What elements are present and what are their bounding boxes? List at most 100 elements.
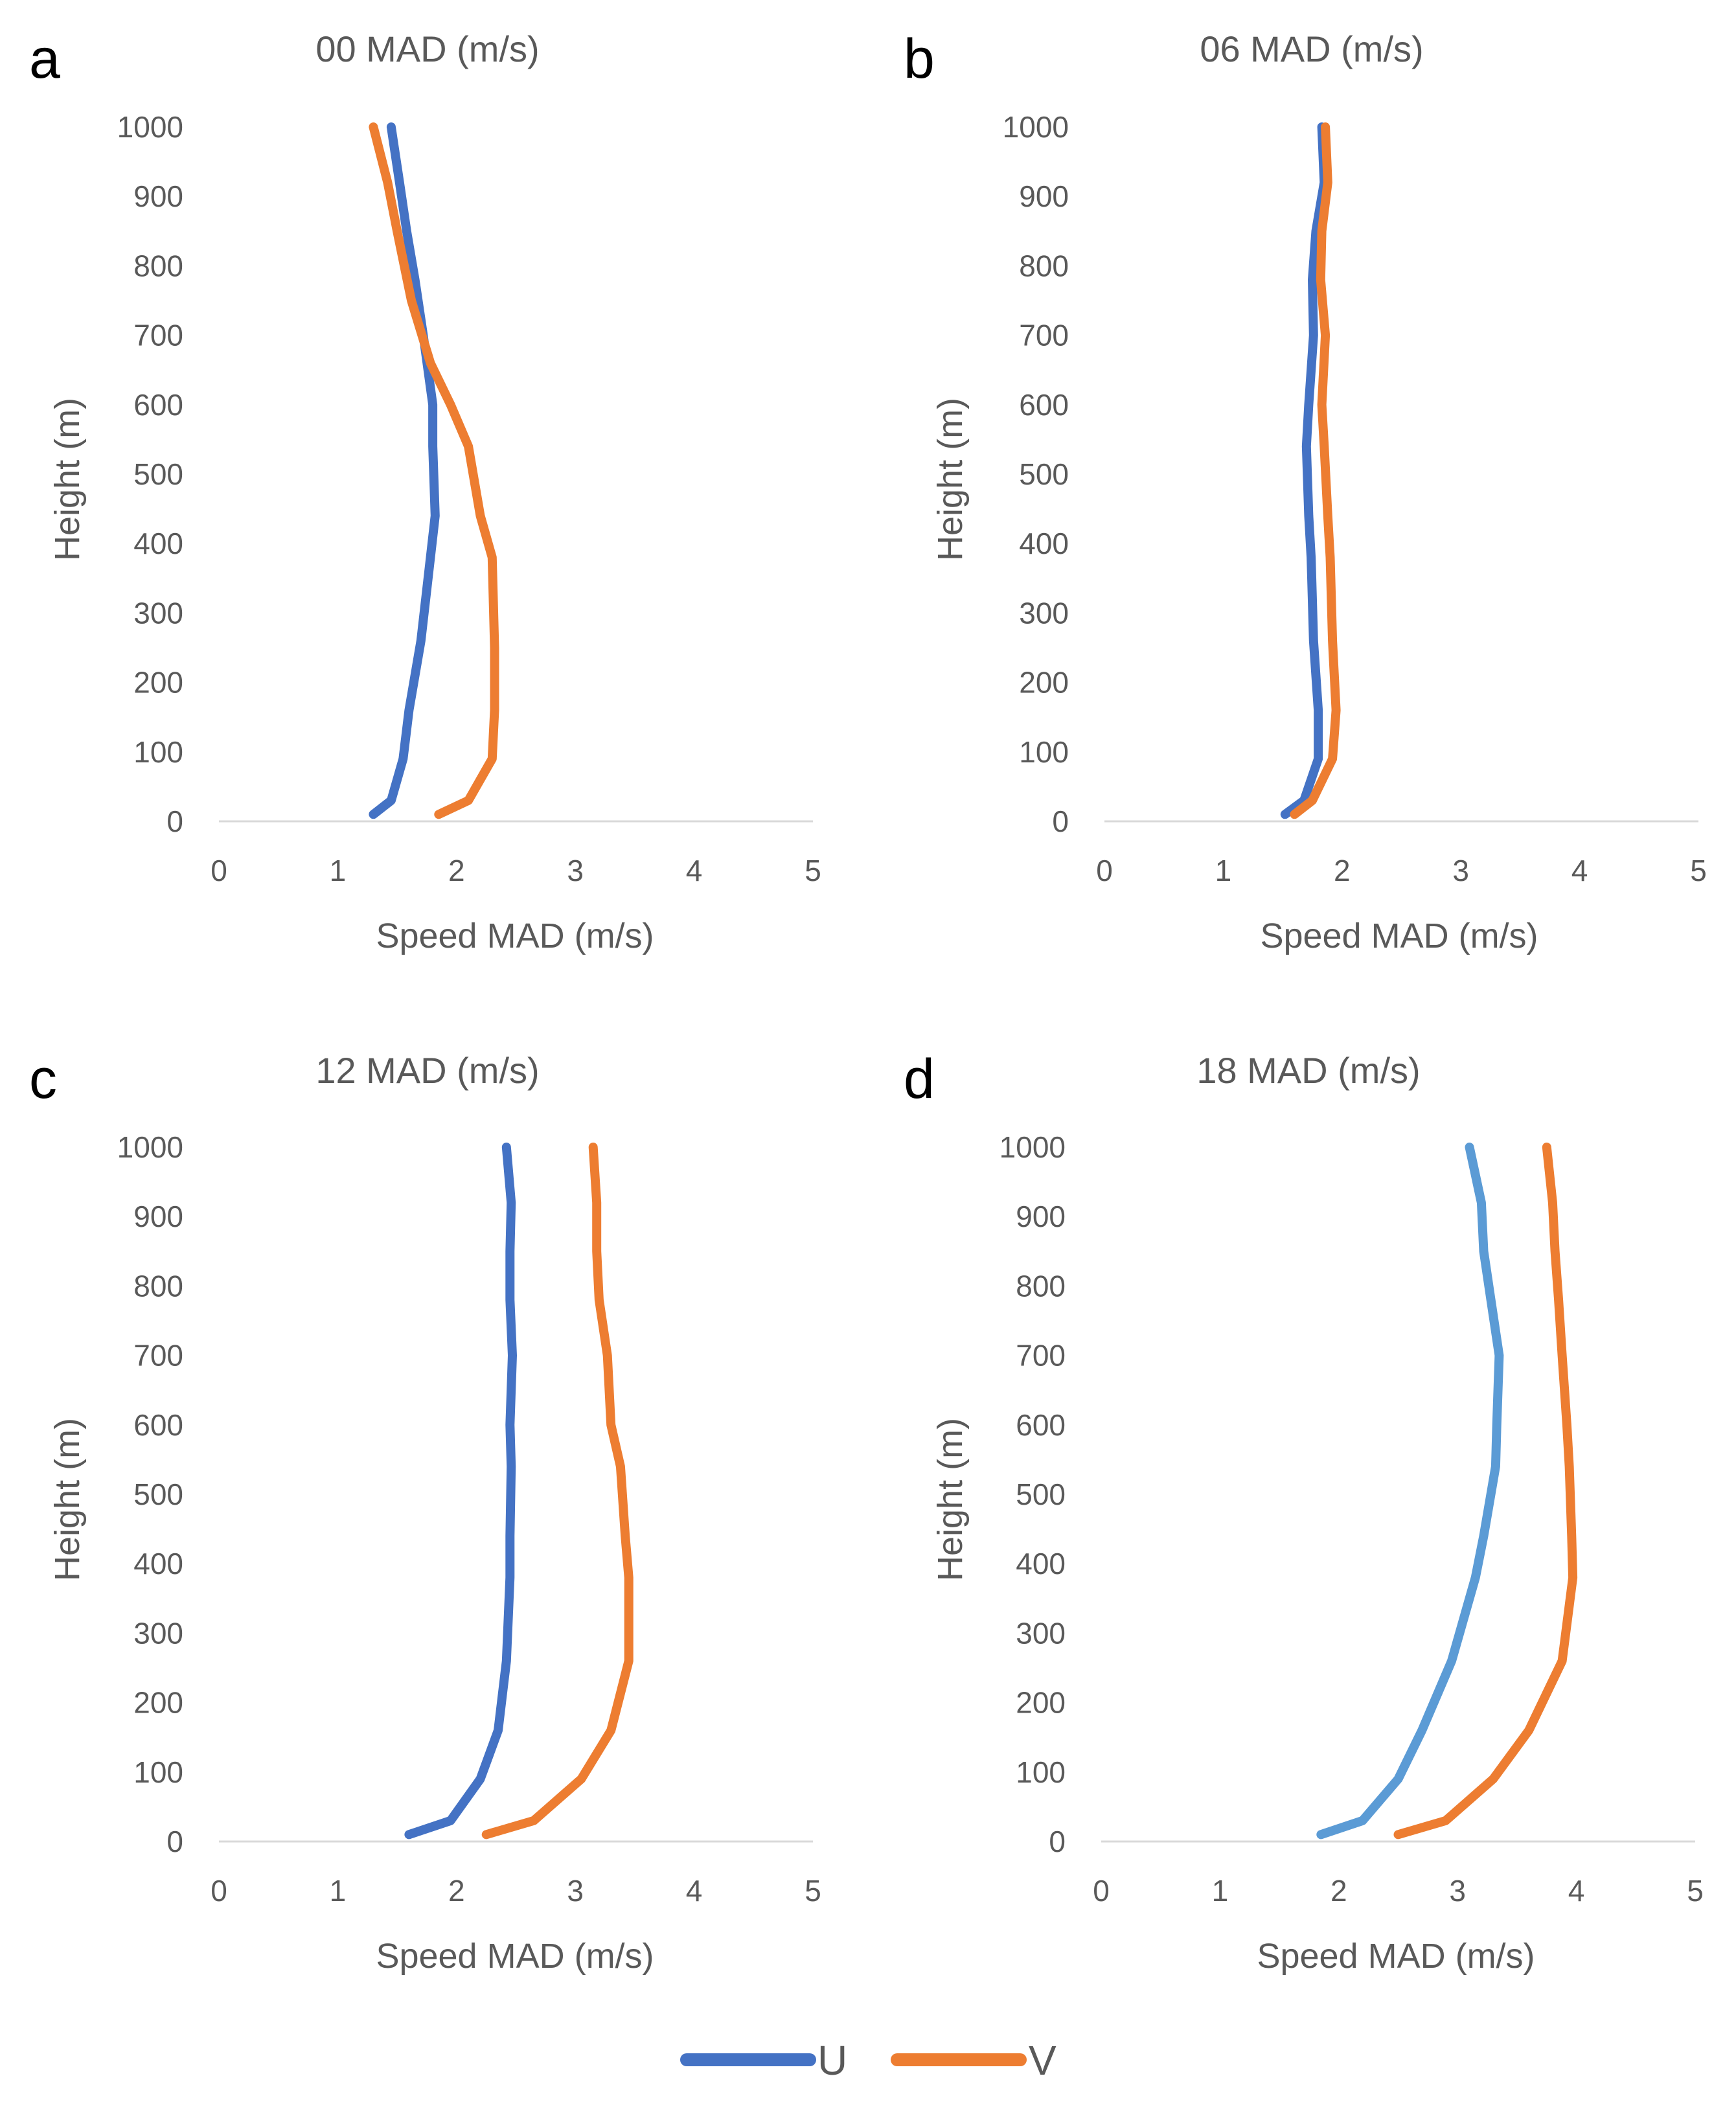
y-tick-label: 300 bbox=[133, 1616, 183, 1650]
x-tick-label: 5 bbox=[1690, 854, 1707, 887]
y-axis-title: Height (m) bbox=[48, 398, 87, 561]
x-tick-label: 1 bbox=[330, 854, 347, 887]
y-tick-label: 600 bbox=[1019, 388, 1069, 422]
y-tick-label: 200 bbox=[1019, 666, 1069, 700]
x-tick-label: 3 bbox=[1452, 854, 1469, 887]
x-tick-label: 1 bbox=[330, 1874, 347, 1908]
series-line-v bbox=[481, 1143, 634, 1840]
series-line-u bbox=[1280, 122, 1329, 819]
x-axis-title: Speed MAD (m/s) bbox=[1260, 917, 1538, 955]
x-tick-label: 3 bbox=[567, 1874, 584, 1908]
panel-letter: a bbox=[29, 28, 60, 90]
y-tick-label: 400 bbox=[1019, 527, 1069, 560]
axis-ticks: 0 100 200 300 400 500 600 700 800 900 1000 0 1 2 3 4 5 bbox=[117, 1130, 821, 1908]
y-tick-label: 700 bbox=[133, 1339, 183, 1373]
legend-label-v: V bbox=[1029, 2037, 1056, 2084]
y-tick-label: 1000 bbox=[117, 110, 183, 144]
x-tick-label: 2 bbox=[448, 1874, 465, 1908]
y-tick-label: 100 bbox=[133, 735, 183, 769]
x-tick-label: 1 bbox=[1212, 1874, 1229, 1908]
y-tick-label: 200 bbox=[1016, 1686, 1066, 1720]
series-line-u bbox=[404, 1143, 517, 1840]
chart-title: 00 MAD (m/s) bbox=[315, 28, 539, 69]
y-tick-label: 1000 bbox=[117, 1130, 183, 1164]
x-tick-label: 2 bbox=[1334, 854, 1351, 887]
axis-ticks: 0 100 200 300 400 500 600 700 800 900 1000 0 1 2 3 4 5 bbox=[117, 110, 821, 887]
series-line-v bbox=[1393, 1143, 1578, 1840]
y-tick-label: 900 bbox=[133, 179, 183, 213]
series-line-u bbox=[1316, 1143, 1504, 1840]
y-tick-label: 700 bbox=[133, 319, 183, 352]
plot-lines bbox=[1280, 122, 1341, 819]
y-tick-label: 500 bbox=[133, 1477, 183, 1511]
y-tick-label: 100 bbox=[1016, 1755, 1066, 1789]
y-tick-label: 900 bbox=[1019, 179, 1069, 213]
plot-lines bbox=[1316, 1143, 1578, 1840]
y-tick-label: 900 bbox=[133, 1200, 183, 1233]
x-tick-label: 0 bbox=[1093, 1874, 1110, 1908]
x-tick-label: 0 bbox=[211, 1874, 227, 1908]
y-tick-label: 300 bbox=[133, 596, 183, 630]
series-line-v bbox=[1290, 122, 1341, 819]
chart-title: 06 MAD (m/s) bbox=[1200, 28, 1423, 69]
x-tick-label: 2 bbox=[1331, 1874, 1347, 1908]
y-tick-label: 200 bbox=[133, 1686, 183, 1720]
x-tick-label: 0 bbox=[211, 854, 227, 887]
panel-letter: b bbox=[904, 28, 935, 90]
y-tick-label: 900 bbox=[1016, 1200, 1066, 1233]
y-axis-title: Height (m) bbox=[48, 1418, 87, 1581]
series-line-u bbox=[369, 122, 440, 819]
y-tick-label: 100 bbox=[1019, 735, 1069, 769]
y-tick-label: 300 bbox=[1016, 1616, 1066, 1650]
y-tick-label: 400 bbox=[1016, 1547, 1066, 1580]
legend: U V bbox=[680, 2037, 1056, 2084]
y-tick-label: 1000 bbox=[999, 1130, 1066, 1164]
x-tick-label: 3 bbox=[1449, 1874, 1466, 1908]
legend-label-u: U bbox=[817, 2037, 847, 2084]
panel-letter: c bbox=[29, 1048, 57, 1110]
plot-lines bbox=[404, 1143, 634, 1840]
y-tick-label: 300 bbox=[1019, 596, 1069, 630]
chart-panel-d: d 18 MAD (m/s) Speed MAD (m/s) Height (m… bbox=[904, 1048, 1704, 1976]
y-tick-label: 0 bbox=[1052, 804, 1069, 838]
y-axis-title: Height (m) bbox=[931, 1418, 970, 1581]
x-tick-label: 4 bbox=[1568, 1874, 1585, 1908]
axis-ticks: 0 100 200 300 400 500 600 700 800 900 1000 0 1 2 3 4 5 bbox=[999, 1130, 1704, 1908]
y-tick-label: 600 bbox=[133, 388, 183, 422]
x-tick-label: 0 bbox=[1096, 854, 1113, 887]
series-line-v bbox=[369, 122, 499, 819]
y-tick-label: 200 bbox=[133, 666, 183, 700]
y-tick-label: 800 bbox=[1016, 1269, 1066, 1303]
x-tick-label: 4 bbox=[1571, 854, 1588, 887]
chart-title: 18 MAD (m/s) bbox=[1196, 1050, 1420, 1091]
y-tick-label: 600 bbox=[1016, 1408, 1066, 1442]
chart-panel-c: c 12 MAD (m/s) Speed MAD (m/s) Height (m… bbox=[29, 1048, 821, 1976]
y-tick-label: 500 bbox=[1019, 457, 1069, 491]
x-tick-label: 3 bbox=[567, 854, 584, 887]
y-tick-label: 500 bbox=[133, 457, 183, 491]
panel-letter: d bbox=[904, 1048, 935, 1110]
y-tick-label: 800 bbox=[133, 1269, 183, 1303]
axis-ticks: 0 100 200 300 400 500 600 700 800 900 1000 0 1 2 3 4 5 bbox=[1003, 110, 1707, 887]
y-tick-label: 0 bbox=[166, 804, 183, 838]
x-tick-label: 1 bbox=[1215, 854, 1232, 887]
x-axis-title: Speed MAD (m/s) bbox=[1257, 1937, 1535, 1976]
y-tick-label: 1000 bbox=[1003, 110, 1069, 144]
y-tick-label: 700 bbox=[1019, 319, 1069, 352]
x-axis-title: Speed MAD (m/s) bbox=[376, 1937, 654, 1976]
y-tick-label: 800 bbox=[1019, 249, 1069, 282]
plot-lines bbox=[369, 122, 499, 819]
y-tick-label: 0 bbox=[166, 1825, 183, 1858]
y-axis-title: Height (m) bbox=[931, 398, 970, 561]
y-tick-label: 100 bbox=[133, 1755, 183, 1789]
x-tick-label: 5 bbox=[805, 854, 821, 887]
x-tick-label: 5 bbox=[805, 1874, 821, 1908]
y-tick-label: 600 bbox=[133, 1408, 183, 1442]
y-tick-label: 0 bbox=[1049, 1825, 1066, 1858]
x-tick-label: 4 bbox=[686, 854, 703, 887]
x-tick-label: 5 bbox=[1687, 1874, 1704, 1908]
y-tick-label: 400 bbox=[133, 1547, 183, 1580]
chart-title: 12 MAD (m/s) bbox=[315, 1050, 539, 1091]
chart-panel-a: a 00 MAD (m/s) Speed MAD (m/s) Height (m… bbox=[29, 28, 821, 955]
y-tick-label: 800 bbox=[133, 249, 183, 282]
